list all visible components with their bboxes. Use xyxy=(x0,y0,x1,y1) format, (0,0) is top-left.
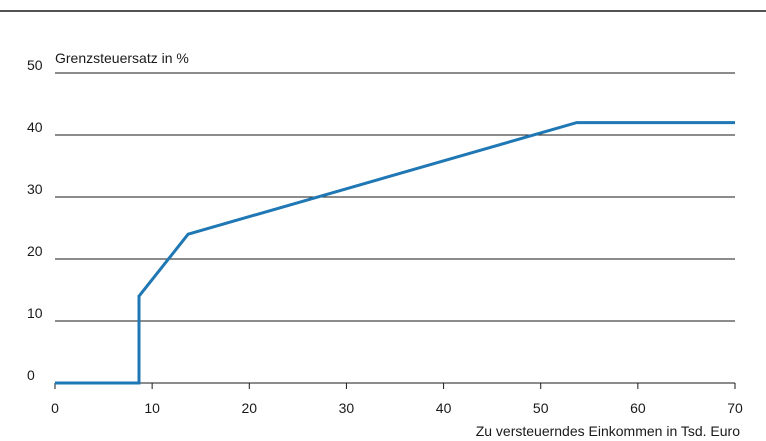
y-axis-title: Grenzsteuersatz in % xyxy=(55,50,189,66)
x-tick-label: 60 xyxy=(630,400,646,416)
y-tick-label: 0 xyxy=(27,367,35,383)
y-axis-ticks: 0 10 20 30 40 50 xyxy=(27,57,43,383)
x-tick-label: 40 xyxy=(436,400,452,416)
y-tick-label: 40 xyxy=(27,119,43,135)
x-tick-label: 20 xyxy=(241,400,257,416)
gridlines xyxy=(55,72,735,384)
y-tick-label: 50 xyxy=(27,57,43,73)
x-tick-label: 0 xyxy=(51,400,59,416)
x-tick-label: 70 xyxy=(727,400,743,416)
x-axis-ticks: 0 10 20 30 40 50 60 70 xyxy=(51,383,743,416)
x-axis-title: Zu versteuerndes Einkommen in Tsd. Euro xyxy=(476,423,741,439)
x-tick-label: 30 xyxy=(339,400,355,416)
x-tick-label: 50 xyxy=(533,400,549,416)
y-tick-label: 30 xyxy=(27,181,43,197)
data-series xyxy=(55,121,735,385)
y-tick-label: 10 xyxy=(27,305,43,321)
y-tick-label: 20 xyxy=(27,243,43,259)
x-tick-label: 10 xyxy=(144,400,160,416)
series-line-0 xyxy=(55,121,735,385)
